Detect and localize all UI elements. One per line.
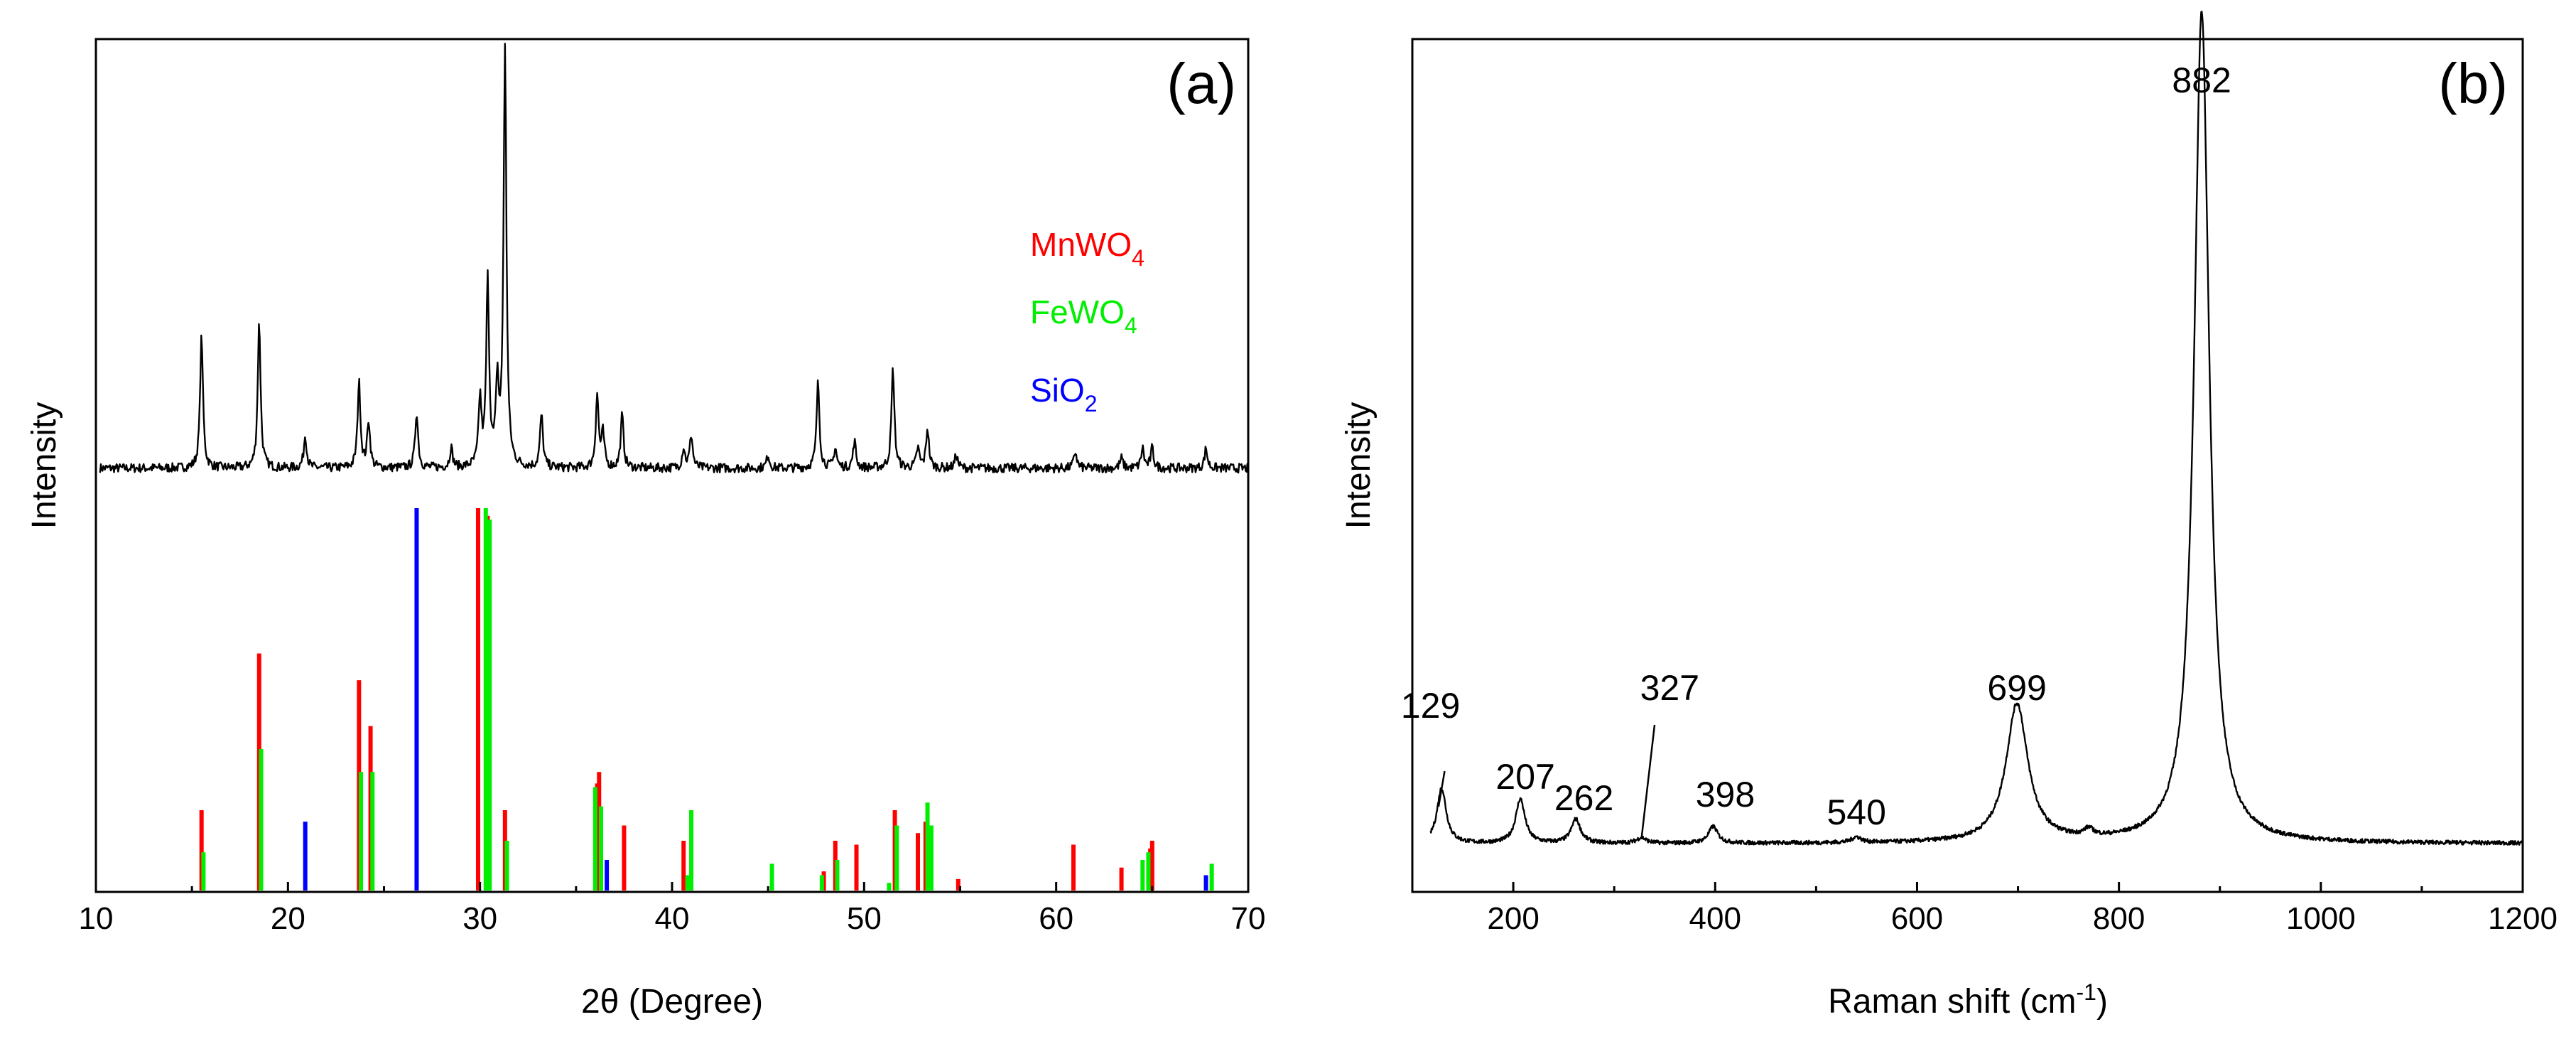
x-axis-label: Raman shift (cm-1) <box>1828 979 2108 1021</box>
xrd-pattern-line <box>99 43 1249 474</box>
peak-leader-129 <box>1437 770 1446 807</box>
x-tick-label: 60 <box>1039 901 1073 936</box>
x-tick-label: 1000 <box>2286 901 2356 936</box>
x-tick-label: 600 <box>1891 901 1943 936</box>
legend-entry-sio2: SiO2 <box>1030 372 1097 416</box>
xrd-panel: 10 20 30 40 50 60 70 (a) MnWO4 FeWO4 SiO2 2θ (… <box>26 38 1266 1021</box>
x-tick-label: 1200 <box>2488 901 2558 936</box>
x-tick-label: 10 <box>79 901 114 936</box>
x-axis-ticks: 10 20 30 40 50 60 70 <box>79 882 1266 936</box>
x-axis-ticks: 200 400 600 800 1000 1200 <box>1411 882 2558 936</box>
y-axis-label: Intensity <box>26 402 63 529</box>
panel-label-b: (b) <box>2438 52 2508 115</box>
legend-entry-fewo4: FeWO4 <box>1030 294 1137 338</box>
peak-label-129: 129 <box>1401 686 1460 726</box>
legend-entry-mnwo4: MnWO4 <box>1030 226 1144 271</box>
peak-label-882: 882 <box>2172 60 2231 100</box>
reference-lines <box>199 508 1214 890</box>
peak-label-207: 207 <box>1495 757 1554 797</box>
panel-label-a: (a) <box>1167 52 1236 115</box>
x-tick-label: 800 <box>2093 901 2145 936</box>
x-tick-label: 200 <box>1487 901 1539 936</box>
x-tick-label: 20 <box>271 901 305 936</box>
x-tick-label: 50 <box>847 901 882 936</box>
y-axis-label: Intensity <box>1340 402 1378 529</box>
raman-spectrum-line <box>1429 11 2524 846</box>
x-tick-label: 70 <box>1231 901 1266 936</box>
x-tick-label: 40 <box>655 901 690 936</box>
peak-leader-327 <box>1640 724 1656 839</box>
raman-plot-frame <box>1411 38 2524 893</box>
peak-label-327: 327 <box>1640 668 1699 708</box>
peak-label-699: 699 <box>1987 668 2046 708</box>
peak-label-262: 262 <box>1554 778 1613 818</box>
peak-label-540: 540 <box>1827 792 1885 832</box>
peak-label-398: 398 <box>1696 775 1755 814</box>
x-tick-label: 400 <box>1689 901 1741 936</box>
x-tick-label: 30 <box>462 901 497 936</box>
legend: MnWO4 FeWO4 SiO2 <box>1030 226 1144 416</box>
x-axis-label: 2θ (Degree) <box>581 983 763 1021</box>
